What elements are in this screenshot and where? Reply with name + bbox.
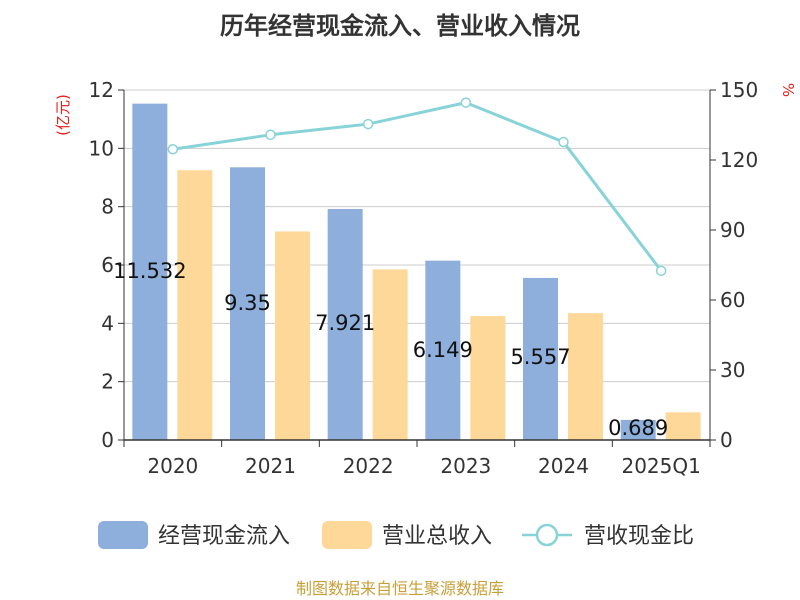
x-tick-label: 2024: [538, 454, 589, 478]
bar-value-label: 11.532: [113, 259, 186, 283]
left-tick-label: 2: [101, 370, 114, 394]
ratio-line: [167, 97, 667, 277]
right-tick-label: 60: [720, 288, 745, 312]
left-tick-label: 6: [101, 253, 114, 277]
gridlines: [124, 89, 710, 383]
right-tick-label: 120: [720, 148, 758, 172]
bar-value-label: 0.689: [608, 416, 668, 440]
bar: [132, 103, 168, 441]
x-tick-label: 2021: [245, 454, 296, 478]
ratio-point: [362, 118, 374, 130]
left-tick-label: 12: [89, 78, 114, 102]
x-tick-label: 2023: [440, 454, 491, 478]
ratio-point: [655, 265, 667, 277]
x-tick-label: 2025Q1: [621, 454, 700, 478]
right-tick-label: 90: [720, 218, 745, 242]
bar: [665, 412, 701, 440]
right-tick-label: 30: [720, 358, 745, 382]
bar-value-label: 5.557: [510, 345, 570, 369]
chart-title: 历年经营现金流入、营业收入情况: [220, 12, 580, 40]
right-tick-label: 150: [720, 78, 758, 102]
left-tick-label: 10: [89, 136, 114, 160]
legend-label: 营业总收入: [382, 524, 492, 549]
bar: [327, 208, 363, 440]
left-tick-label: 8: [101, 195, 114, 219]
legend-label: 经营现金流入: [158, 524, 290, 549]
legend-marker: [535, 523, 559, 547]
bar: [275, 231, 310, 440]
bar: [523, 277, 558, 440]
bar: [425, 260, 461, 440]
bar: [470, 316, 506, 440]
bar-value-label: 6.149: [413, 338, 473, 362]
legend-swatch: [98, 521, 148, 549]
bar: [568, 313, 603, 440]
bar: [620, 419, 656, 440]
legend: 经营现金流入 营业总收入 营收现金比: [98, 521, 694, 549]
bars: [132, 103, 701, 441]
left-tick-label: 0: [101, 428, 114, 452]
bar-value-label: 7.921: [315, 311, 375, 335]
footer-source: 制图数据来自恒生聚源数据库: [296, 579, 504, 598]
left-axis-label: (亿元): [54, 94, 72, 136]
data-labels: 11.532 9.35 7.921 6.149 5.557 0.689: [113, 259, 668, 440]
legend-swatch: [322, 521, 372, 549]
bar: [372, 269, 408, 440]
ratio-line-path: [172, 101, 663, 272]
x-tick-label: 2022: [343, 454, 394, 478]
right-tick-label: 0: [720, 428, 733, 452]
ratio-point: [265, 129, 276, 141]
left-tick-label: 4: [101, 311, 114, 335]
bar: [177, 170, 213, 441]
ratio-point: [167, 144, 179, 155]
right-axis-label: %: [779, 83, 797, 97]
legend-label: 营收现金比: [584, 524, 694, 549]
x-tick-label: 2020: [147, 454, 198, 478]
ratio-point: [460, 97, 472, 108]
ratio-point: [558, 136, 569, 148]
bar-value-label: 9.35: [224, 291, 271, 315]
bar: [230, 167, 265, 440]
